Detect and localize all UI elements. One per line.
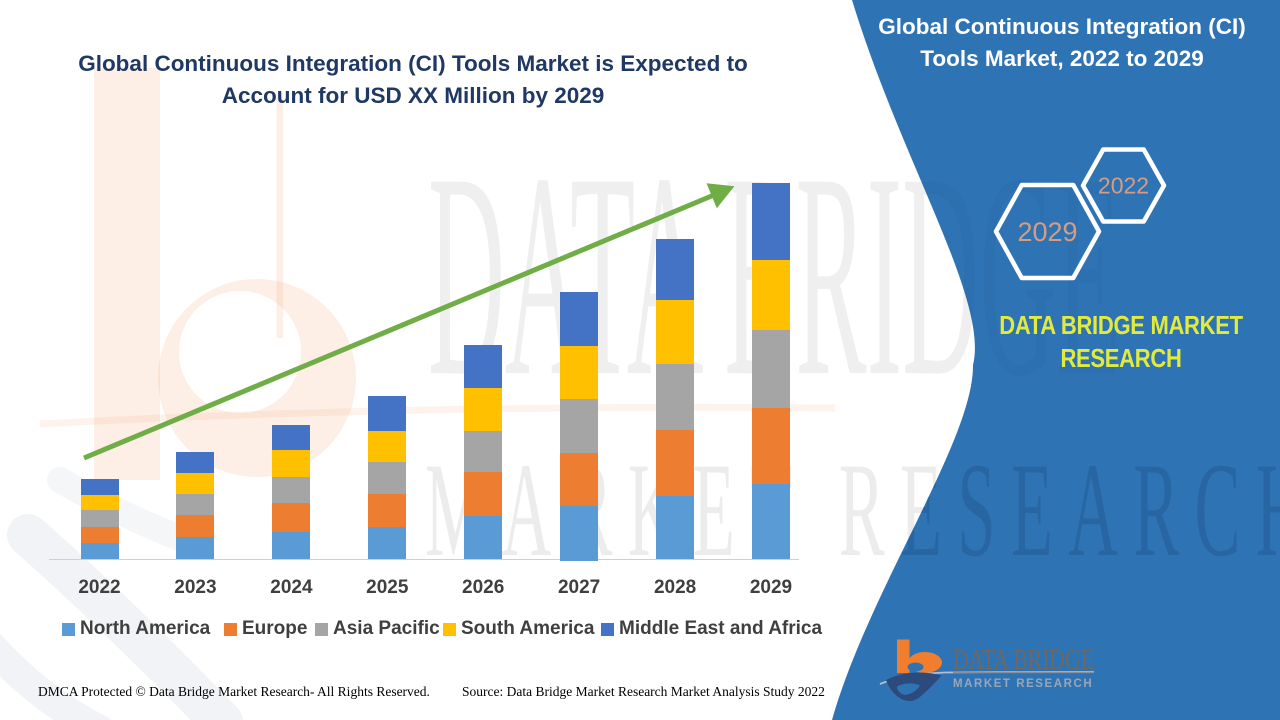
svg-text:2022: 2022 <box>1098 173 1149 199</box>
svg-text:MARKET RESEARCH: MARKET RESEARCH <box>953 678 1093 690</box>
svg-text:DATA BRIDGE: DATA BRIDGE <box>953 643 1094 676</box>
svg-text:2029: 2029 <box>1017 217 1077 247</box>
